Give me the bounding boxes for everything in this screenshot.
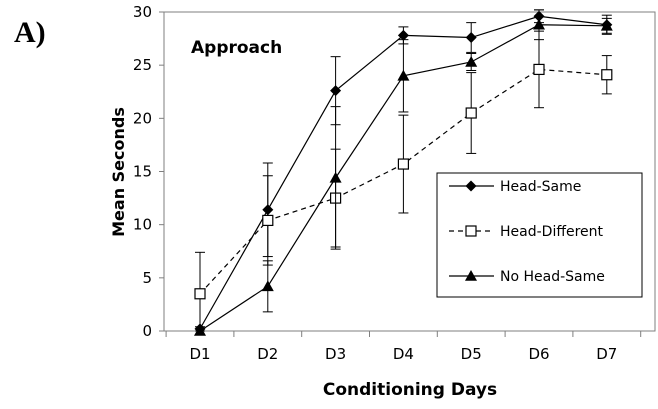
y-tick-label: 20 bbox=[133, 109, 152, 127]
y-tick-label: 15 bbox=[133, 163, 152, 181]
data-point bbox=[329, 171, 342, 183]
legend-label: Head-Different bbox=[500, 224, 604, 240]
y-axis-title: Mean Seconds bbox=[109, 107, 128, 237]
data-point bbox=[261, 280, 274, 292]
x-tick-label: D2 bbox=[257, 345, 278, 363]
x-tick-label: D3 bbox=[325, 345, 346, 363]
data-point bbox=[194, 325, 206, 336]
y-tick-label: 25 bbox=[133, 56, 152, 74]
y-tick-label: 5 bbox=[142, 269, 152, 287]
series-no-head-same bbox=[194, 9, 613, 336]
legend-marker bbox=[465, 225, 477, 237]
chart-annotation: Approach bbox=[191, 38, 282, 58]
x-tick-label: D1 bbox=[189, 345, 210, 363]
legend-label: No Head-Same bbox=[500, 269, 605, 285]
y-tick-label: 30 bbox=[133, 3, 152, 21]
legend-item: No Head-Same bbox=[449, 269, 605, 285]
x-axis: D1 D2 D3 D4 D5 D6 D7 bbox=[165, 331, 642, 363]
data-point bbox=[465, 107, 477, 119]
data-point bbox=[397, 69, 410, 81]
x-tick-label: D5 bbox=[461, 345, 482, 363]
legend: Head-Same Head-Different No Head-Same bbox=[436, 172, 643, 298]
y-tick-label: 0 bbox=[142, 322, 152, 340]
y-axis: 0 5 10 15 20 25 30 bbox=[133, 3, 164, 340]
legend-item: Head-Same bbox=[449, 179, 581, 195]
data-point bbox=[465, 32, 477, 44]
data-point bbox=[397, 29, 409, 41]
x-axis-title: Conditioning Days bbox=[323, 380, 497, 400]
legend-item: Head-Different bbox=[449, 224, 604, 240]
series-layer bbox=[194, 9, 613, 336]
data-point bbox=[533, 63, 545, 76]
data-point bbox=[465, 55, 478, 67]
legend-marker bbox=[465, 180, 477, 192]
data-point bbox=[330, 85, 342, 97]
data-point bbox=[601, 69, 613, 81]
data-point bbox=[262, 214, 274, 227]
x-tick-label: D4 bbox=[393, 345, 414, 363]
legend-label: Head-Same bbox=[500, 179, 581, 195]
legend-marker bbox=[465, 270, 477, 281]
data-point bbox=[397, 158, 409, 170]
x-tick-label: D7 bbox=[596, 345, 617, 363]
data-point bbox=[533, 18, 545, 30]
x-tick-label: D6 bbox=[528, 345, 549, 363]
panel-label: A) bbox=[14, 16, 46, 49]
data-point bbox=[194, 288, 206, 300]
data-point bbox=[600, 19, 613, 31]
y-tick-label: 10 bbox=[133, 216, 152, 234]
